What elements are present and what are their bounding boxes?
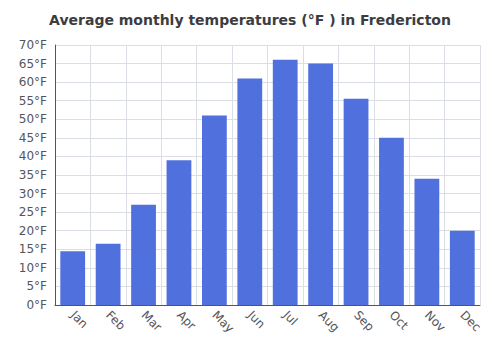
svg-text:10°F: 10°F	[19, 261, 47, 275]
svg-text:15°F: 15°F	[19, 242, 47, 256]
svg-text:Nov: Nov	[422, 308, 448, 334]
svg-text:40°F: 40°F	[19, 149, 47, 163]
svg-text:Jan: Jan	[67, 307, 91, 331]
svg-text:Dec: Dec	[457, 308, 483, 334]
svg-text:Average monthly temperatures (: Average monthly temperatures (°F ) in Fr…	[49, 12, 451, 28]
svg-text:Sep: Sep	[351, 308, 377, 334]
svg-text:Jun: Jun	[244, 307, 268, 331]
svg-text:55°F: 55°F	[19, 94, 47, 108]
svg-text:Mar: Mar	[139, 308, 165, 334]
svg-text:May: May	[209, 308, 236, 335]
svg-text:35°F: 35°F	[19, 168, 47, 182]
svg-text:65°F: 65°F	[19, 57, 47, 71]
svg-text:50°F: 50°F	[19, 112, 47, 126]
svg-text:Aug: Aug	[316, 308, 342, 334]
svg-text:25°F: 25°F	[19, 205, 47, 219]
svg-text:Feb: Feb	[103, 308, 128, 333]
svg-text:45°F: 45°F	[19, 131, 47, 145]
svg-text:0°F: 0°F	[26, 298, 47, 312]
svg-text:20°F: 20°F	[19, 224, 47, 238]
svg-text:Apr: Apr	[174, 308, 199, 333]
svg-text:70°F: 70°F	[19, 38, 47, 52]
svg-text:Oct: Oct	[387, 308, 412, 333]
svg-text:5°F: 5°F	[26, 279, 47, 293]
svg-text:Jul: Jul	[280, 307, 301, 328]
svg-text:60°F: 60°F	[19, 75, 47, 89]
svg-text:30°F: 30°F	[19, 187, 47, 201]
